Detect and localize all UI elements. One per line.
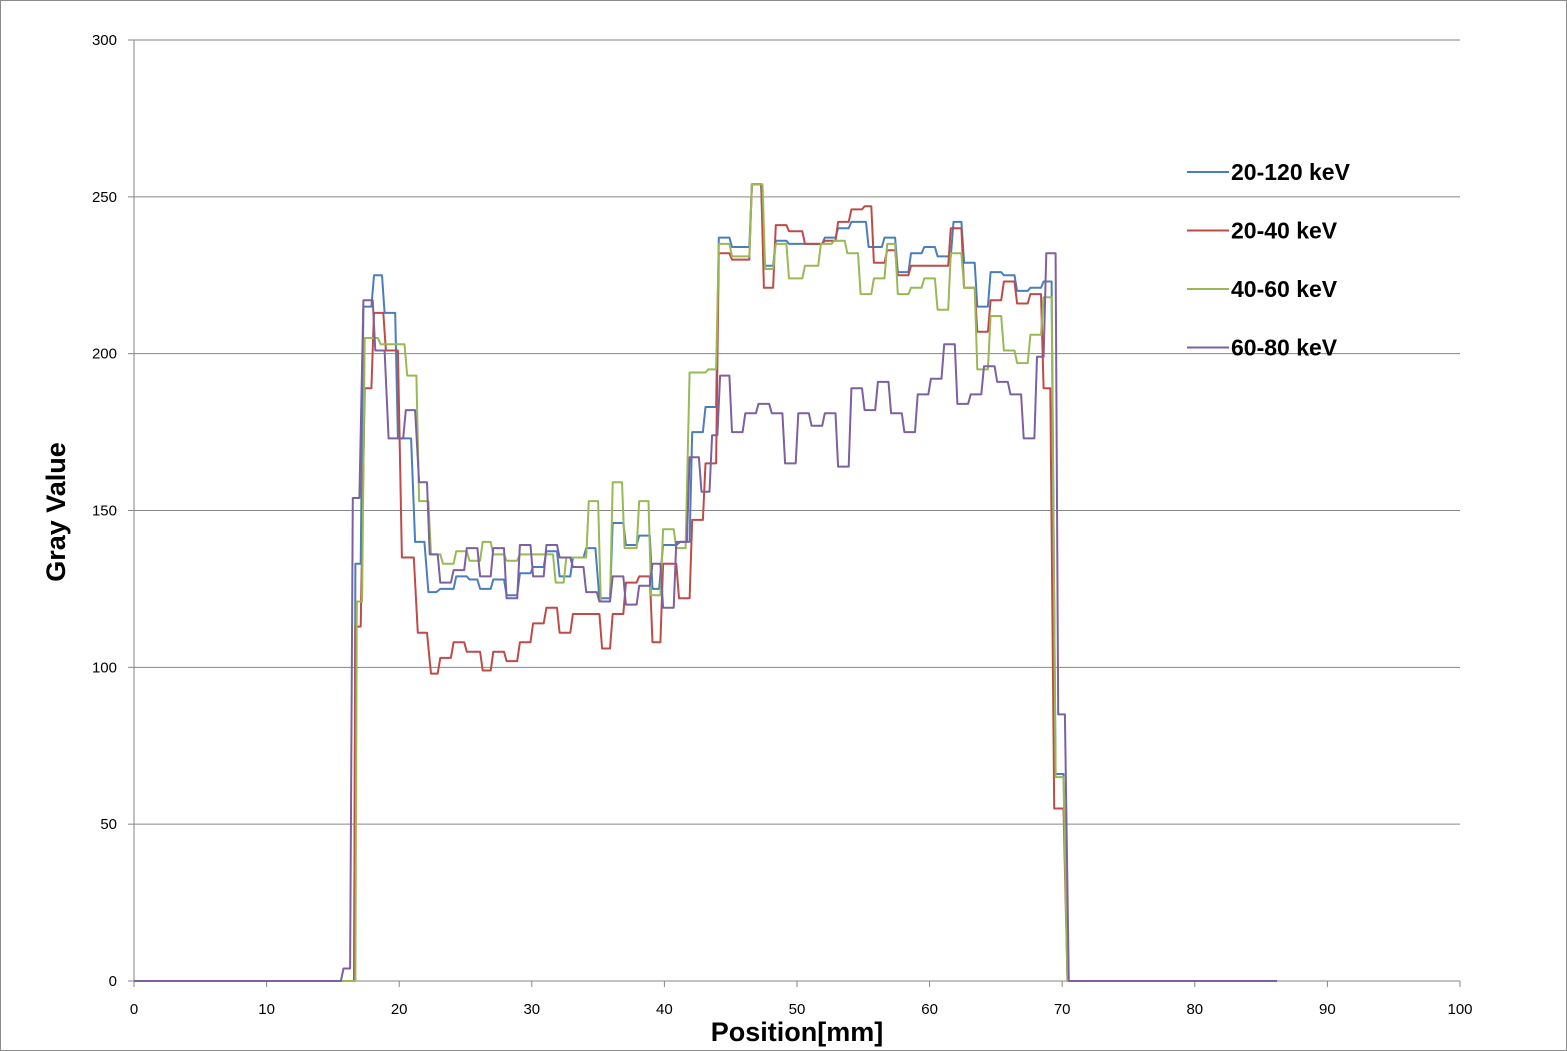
x-tick-label: 80	[1186, 1001, 1203, 1018]
y-tick-label: 50	[100, 816, 117, 833]
legend-label: 20-40 keV	[1231, 218, 1338, 244]
series-line-20-120-kev	[134, 183, 1277, 982]
legend-label: 20-120 keV	[1231, 159, 1351, 185]
x-tick-label: 20	[391, 1001, 408, 1018]
x-axis-title: Position[mm]	[711, 1017, 884, 1047]
x-tick-label: 10	[258, 1001, 275, 1018]
x-tick-label: 30	[523, 1001, 540, 1018]
series-line-20-40-kev	[134, 183, 1277, 982]
legend: 20-120 keV 20-40 keV 40-60 keV 60-80 keV	[1187, 159, 1351, 361]
series-line-40-60-kev	[134, 183, 1277, 982]
legend-label: 40-60 keV	[1231, 276, 1338, 302]
x-tick-label: 90	[1319, 1001, 1336, 1018]
y-tick-label: 150	[92, 503, 117, 520]
y-tick-label: 200	[92, 346, 117, 363]
x-tick-label: 0	[130, 1001, 138, 1018]
y-axis-title: Gray Value	[41, 442, 71, 582]
x-tick-label: 50	[789, 1001, 806, 1018]
series-line-60-80-kev	[134, 252, 1277, 982]
x-tick-label: 100	[1447, 1001, 1472, 1018]
x-tick-label: 40	[656, 1001, 673, 1018]
y-tick-label: 100	[92, 659, 117, 676]
x-tick-label: 60	[921, 1001, 938, 1018]
y-tick-label: 0	[109, 973, 117, 990]
legend-label: 60-80 keV	[1231, 335, 1338, 361]
y-tick-label: 250	[92, 189, 117, 206]
y-tick-label: 300	[92, 32, 117, 49]
series-lines	[134, 183, 1277, 982]
x-tick-label: 70	[1054, 1001, 1071, 1018]
